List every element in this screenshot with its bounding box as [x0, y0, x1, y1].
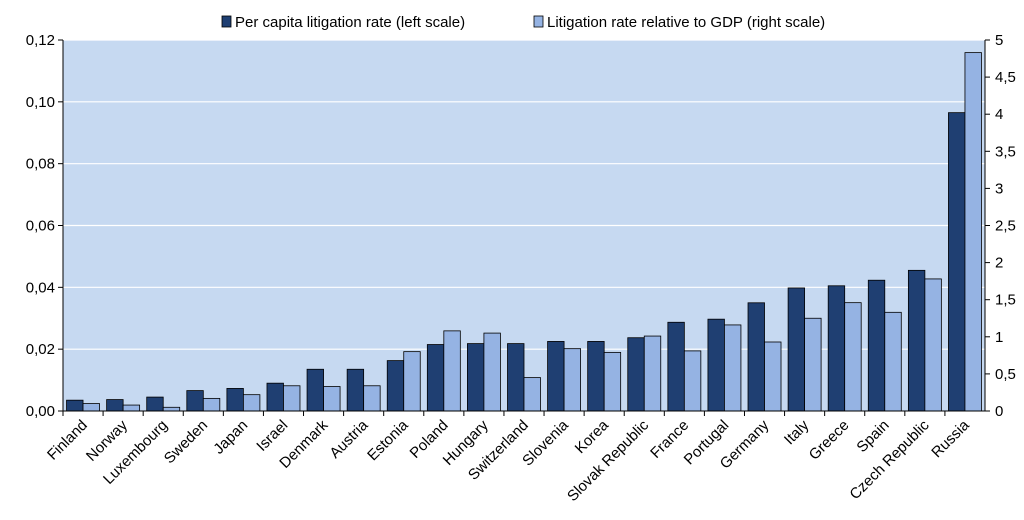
bars [66, 52, 982, 412]
bar-per-capita [827, 285, 846, 412]
bar-per-capita [106, 399, 124, 412]
bar-relative-gdp [443, 330, 461, 412]
category-label: Japan [210, 417, 251, 458]
legend-swatch-per-capita [221, 15, 232, 28]
left-tick-label: 0,02 [26, 341, 55, 358]
left-tick-label: 0,12 [26, 32, 55, 49]
left-axis-ticks: 0,00 0,02 0,04 0,06 0,08 0,10 0,12 [26, 32, 55, 420]
bar-relative-gdp [844, 302, 862, 412]
right-axis-ticks: 0 0,5 1 1,5 2 2,5 3 3,5 4 4,5 5 [995, 32, 1016, 420]
axes [58, 39, 990, 416]
bar-per-capita [386, 360, 405, 412]
bar-per-capita [867, 279, 886, 412]
bar-relative-gdp [283, 385, 301, 412]
bar-per-capita [346, 368, 365, 412]
bar-per-capita [747, 302, 765, 412]
right-tick-label: 0 [995, 403, 1003, 420]
left-tick-label: 0,04 [26, 279, 55, 296]
bar-per-capita [547, 341, 565, 412]
bar-relative-gdp [643, 335, 662, 412]
bar-relative-gdp [242, 394, 261, 412]
category-label: Finland [44, 417, 91, 464]
legend-swatch-relative-gdp [533, 15, 544, 28]
right-tick-label: 4 [995, 106, 1003, 123]
category-label: Russia [928, 416, 973, 461]
bar-per-capita [266, 382, 284, 412]
bar-relative-gdp [964, 52, 982, 412]
bar-relative-gdp [804, 317, 822, 412]
legend: Per capita litigation rate (left scale) L… [221, 14, 825, 31]
bar-per-capita [948, 112, 966, 412]
legend-label-per-capita: Per capita litigation rate (left scale) [235, 14, 465, 31]
right-tick-label: 1 [995, 329, 1003, 346]
category-label: Greece [806, 417, 853, 464]
category-label: Israel [253, 417, 291, 455]
bar-relative-gdp [162, 406, 181, 412]
right-tick-label: 2 [995, 255, 1003, 272]
bar-per-capita [467, 343, 485, 412]
bar-per-capita [186, 390, 204, 412]
category-label: Sweden [161, 417, 211, 467]
bar-relative-gdp [122, 404, 141, 412]
right-tick-label: 3,5 [995, 143, 1016, 160]
right-tick-label: 3 [995, 180, 1003, 197]
bar-relative-gdp [884, 311, 902, 412]
bar-relative-gdp [523, 377, 541, 412]
bar-per-capita [146, 396, 164, 412]
bar-relative-gdp [724, 324, 742, 412]
bar-per-capita [426, 344, 445, 412]
bar-per-capita [707, 318, 725, 412]
left-tick-label: 0,00 [26, 403, 55, 420]
bar-relative-gdp [603, 351, 622, 412]
gridlines [63, 39, 985, 350]
legend-label-relative-gdp: Litigation rate relative to GDP (right s… [547, 14, 825, 31]
right-tick-label: 5 [995, 32, 1003, 49]
right-tick-label: 1,5 [995, 292, 1016, 309]
bar-relative-gdp [363, 385, 381, 412]
bar-per-capita [507, 343, 525, 412]
bar-relative-gdp [924, 278, 942, 412]
bar-relative-gdp [323, 386, 341, 412]
right-tick-label: 0,5 [995, 366, 1016, 383]
bar-per-capita [907, 269, 926, 412]
bar-per-capita [787, 287, 806, 412]
bar-relative-gdp [483, 332, 501, 412]
bar-relative-gdp [202, 397, 221, 412]
bar-per-capita [226, 388, 244, 412]
bar-relative-gdp [403, 351, 421, 412]
right-tick-label: 4,5 [995, 69, 1016, 86]
category-label: Italy [781, 416, 813, 448]
left-tick-label: 0,08 [26, 156, 55, 173]
bar-per-capita [627, 337, 645, 412]
bar-relative-gdp [764, 341, 782, 412]
bar-relative-gdp [82, 403, 100, 412]
category-label: Austria [326, 416, 371, 461]
right-tick-label: 2,5 [995, 218, 1016, 235]
bar-per-capita [66, 399, 84, 412]
left-tick-label: 0,10 [26, 94, 55, 111]
category-label: Estonia [364, 416, 412, 464]
left-tick-label: 0,06 [26, 218, 55, 235]
bar-per-capita [667, 321, 685, 412]
bar-per-capita [587, 341, 605, 412]
bar-relative-gdp [683, 350, 702, 412]
bar-per-capita [306, 368, 324, 412]
bar-relative-gdp [563, 348, 581, 412]
